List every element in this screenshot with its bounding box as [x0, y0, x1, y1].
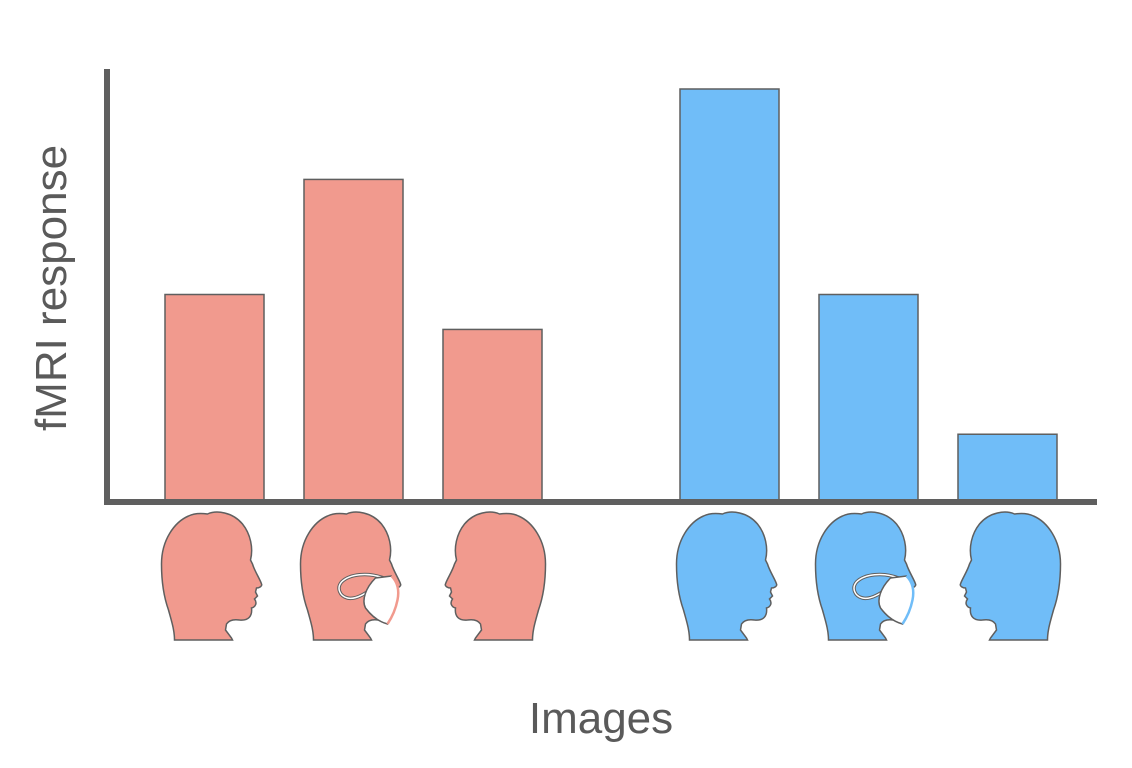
head-profile-left-icon: [444, 511, 547, 641]
x-axis-title: Images: [528, 694, 674, 743]
head-profile-right-with-mask-icon: [814, 511, 917, 641]
bar-1-2: [303, 178, 404, 501]
category-icons: [160, 511, 1062, 641]
bar-2-2: [818, 293, 919, 501]
bar-1-1: [164, 293, 265, 501]
bar-2-1: [679, 88, 780, 501]
bar-1-3: [442, 328, 543, 501]
bars-layer: [164, 88, 1058, 501]
y-axis-title: fMRI response: [27, 144, 76, 432]
bar-2-3: [957, 433, 1058, 501]
head-profile-right-with-mask-icon: [299, 511, 402, 641]
head-profile-left-icon: [959, 511, 1062, 641]
head-profile-right-icon: [160, 511, 263, 641]
head-profile-right-icon: [675, 511, 778, 641]
